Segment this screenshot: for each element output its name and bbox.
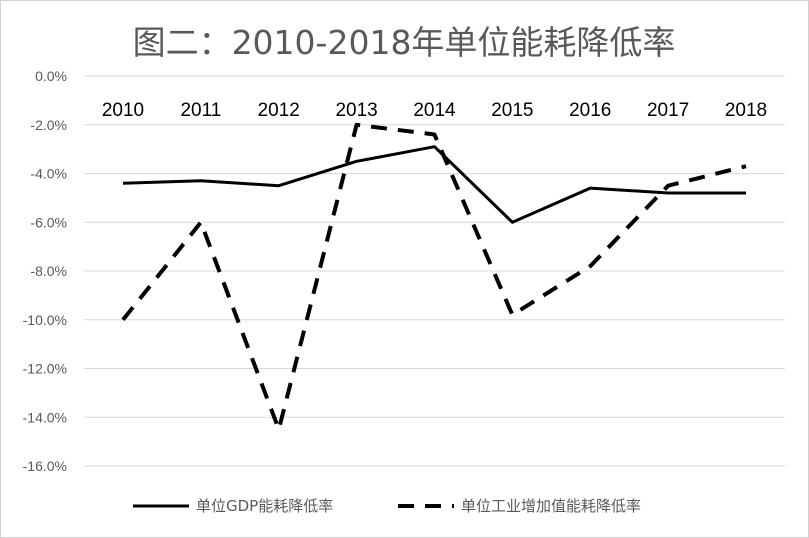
series-lines bbox=[121, 122, 747, 432]
gridlines bbox=[84, 75, 785, 467]
x-tick-label: 2018 bbox=[725, 100, 767, 121]
x-tick-label: 2010 bbox=[102, 100, 144, 121]
y-tick-label: -4.0% bbox=[30, 166, 67, 182]
legend-label: 单位GDP能耗降低率 bbox=[196, 497, 333, 515]
x-tick-label: 2013 bbox=[335, 100, 377, 121]
x-tick-label: 2012 bbox=[258, 100, 300, 121]
x-tick-label: 2011 bbox=[180, 100, 221, 121]
legend: 单位GDP能耗降低率 单位工业增加值能耗降低率 bbox=[133, 497, 641, 515]
chart-title: 图二：2010-2018年单位能耗降低率 bbox=[133, 23, 676, 62]
x-tick-label: 2017 bbox=[647, 100, 689, 121]
y-tick-label: -2.0% bbox=[30, 117, 67, 133]
x-tick-label: 2016 bbox=[569, 100, 611, 121]
y-tick-label: -8.0% bbox=[30, 263, 67, 279]
legend-label: 单位工业增加值能耗降低率 bbox=[461, 497, 641, 515]
y-tick-label: -14.0% bbox=[23, 409, 67, 425]
y-tick-label: -10.0% bbox=[23, 312, 67, 328]
y-tick-label: -16.0% bbox=[23, 458, 67, 474]
y-tick-label: -6.0% bbox=[30, 214, 67, 230]
x-axis-ticks: 2010 2011 2012 2013 2014 2015 2016 2017 2018 bbox=[102, 100, 767, 121]
series-line-gdp bbox=[122, 145, 746, 224]
x-tick-label: 2015 bbox=[491, 100, 533, 121]
y-tick-label: -12.0% bbox=[23, 361, 67, 377]
y-axis-ticks: 0.0% -2.0% -4.0% -6.0% -8.0% -10.0% -12.0% -14.… bbox=[23, 68, 67, 474]
x-tick-label: 2014 bbox=[413, 100, 456, 121]
y-tick-label: 0.0% bbox=[35, 68, 67, 84]
series-line-industrial bbox=[121, 122, 747, 432]
